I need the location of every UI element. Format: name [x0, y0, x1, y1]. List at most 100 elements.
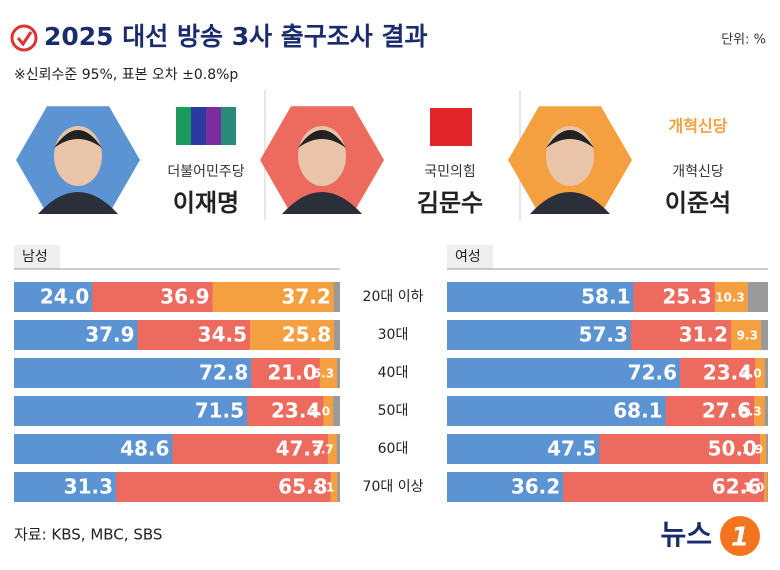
value-label: 72.8: [199, 361, 248, 385]
photo-body: [530, 192, 610, 214]
value-label: 23.4: [271, 399, 320, 423]
value-label: 3.0: [309, 405, 330, 419]
category-label: 70대 이상: [363, 479, 424, 495]
category-label: 40대: [378, 365, 409, 381]
value-label: 5.3: [313, 367, 334, 381]
value-label: 36.2: [511, 475, 560, 499]
bar-segment: [247, 396, 324, 426]
bar-segment: [680, 358, 756, 388]
bar-segment: [759, 434, 767, 464]
value-label: 25.3: [662, 285, 711, 309]
bar-segment: [212, 282, 334, 312]
value-label: 23.4: [703, 361, 752, 385]
bars: 남성 24.0 36.9 37.2 37.9 34.5 25.8 72.8 21.05.3 71.…: [14, 245, 768, 502]
photo-body: [38, 192, 118, 214]
bar-segment: [14, 396, 248, 426]
vote-icon: [10, 24, 38, 52]
photo-hair: [546, 130, 594, 148]
value-label: 62.6: [712, 475, 761, 499]
bar-segment: [633, 282, 715, 312]
value-label: 36.9: [160, 285, 209, 309]
value-label: 57.3: [579, 323, 628, 347]
bar-segment: [447, 320, 631, 350]
bar-segment: [137, 320, 251, 350]
party-logo: [206, 107, 221, 145]
bar-segment: [14, 358, 252, 388]
bar-segment: [319, 358, 338, 388]
value-label: 31.3: [64, 475, 113, 499]
bar-segment: [755, 358, 765, 388]
value-label: 25.8: [282, 323, 331, 347]
note: ※신뢰수준 95%, 표본 오차 ±0.8%p: [14, 67, 238, 83]
bar-segment: [447, 396, 666, 426]
category-label: 20대 이하: [363, 289, 424, 305]
bar-segment: [327, 434, 337, 464]
party-logo: [221, 107, 236, 145]
bar-segment: [14, 434, 173, 464]
value-label: 1.0: [743, 481, 764, 495]
value-label: 3.3: [741, 405, 762, 419]
candidate-name: 이준석: [665, 189, 731, 217]
value-label: 48.6: [120, 437, 169, 461]
bar-segment: [447, 282, 634, 312]
bar-segment: [116, 472, 331, 502]
bar-segment: [754, 396, 765, 426]
bar-segment: [251, 358, 320, 388]
value-label: 9.3: [737, 329, 758, 343]
bar-segment: [447, 434, 600, 464]
value-label: 47.7: [276, 437, 325, 461]
vote-check: [16, 31, 33, 47]
value-label: 3.0: [741, 367, 762, 381]
section-title: 여성: [455, 249, 481, 265]
candidate-name: 김문수: [417, 189, 483, 217]
value-label: 31.2: [679, 323, 728, 347]
bar-segment: [330, 472, 338, 502]
bar-segment: [14, 472, 117, 502]
bar-segment: [599, 434, 760, 464]
title: 2025 대선 방송 3사 출구조사 결과: [44, 22, 428, 51]
photo-body: [282, 192, 362, 214]
value-label: 2.1: [313, 481, 334, 495]
party-logo: [191, 107, 206, 145]
section-tab: [14, 245, 60, 269]
bar-segment: [323, 396, 334, 426]
bar-segment: [14, 282, 93, 312]
value-label: 47.5: [547, 437, 596, 461]
candidate-name: 이재명: [173, 189, 239, 217]
party-logo: [176, 107, 191, 145]
value-label: 71.5: [195, 399, 244, 423]
bar-segment: [447, 472, 564, 502]
bar-segment: [563, 472, 765, 502]
value-label: 72.6: [628, 361, 677, 385]
value-label: 37.2: [281, 285, 330, 309]
value-label: 34.5: [198, 323, 247, 347]
value-label: 2.7: [312, 443, 333, 457]
brand: 뉴스: [660, 518, 712, 551]
brand-circle: [720, 516, 760, 556]
party-logo: [430, 108, 472, 146]
value-label: 27.6: [702, 399, 751, 423]
bar-segment: [14, 320, 138, 350]
bar-segment: [764, 472, 768, 502]
value-label: 10.3: [715, 291, 745, 305]
value-label: 65.8: [278, 475, 327, 499]
bar-segment: [630, 320, 732, 350]
party: 더불어민주당: [167, 164, 244, 180]
value-label: 58.1: [581, 285, 630, 309]
section-title: 남성: [22, 249, 48, 265]
party: 개혁신당: [672, 164, 724, 180]
bar-segment: [731, 320, 761, 350]
source: 자료: KBS, MBC, SBS: [14, 526, 162, 544]
party-logo: 개혁신당: [669, 117, 728, 136]
value-label: 21.0: [267, 361, 316, 385]
category-label: 50대: [378, 403, 409, 419]
photo-hair: [54, 130, 102, 148]
bar-segment: [250, 320, 335, 350]
photo-hair: [298, 130, 346, 148]
value-label: 50.0: [708, 437, 757, 461]
value-label: 1.9: [742, 443, 763, 457]
bar-segment: [665, 396, 755, 426]
bar-segment: [92, 282, 213, 312]
